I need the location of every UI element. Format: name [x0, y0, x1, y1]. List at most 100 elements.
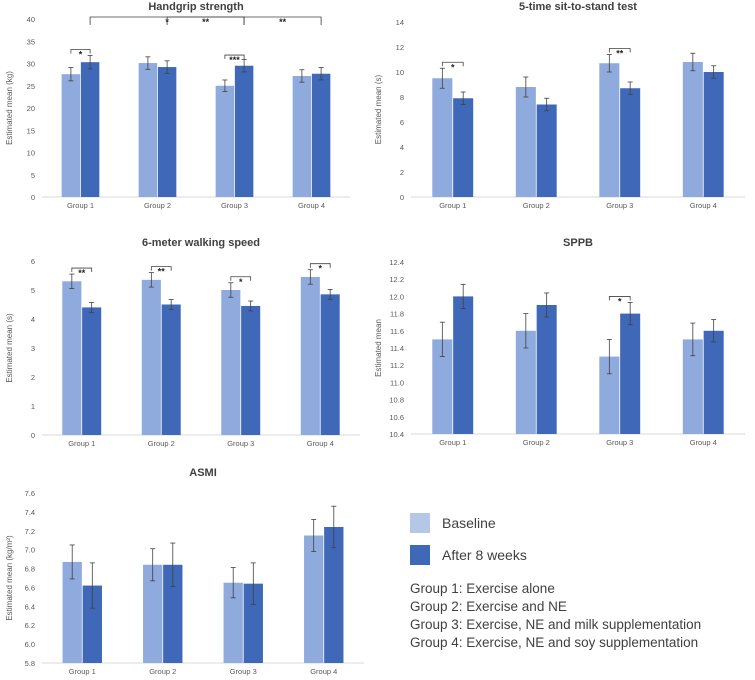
bar-baseline — [215, 85, 235, 197]
x-tick-label: Group 4 — [307, 439, 334, 448]
significance-label: ** — [158, 267, 166, 277]
y-tick-label: 6.0 — [25, 640, 35, 649]
bar-after — [453, 296, 474, 434]
y-tick-label: 0 — [31, 431, 35, 440]
bar-after — [163, 564, 183, 663]
significance-bracket — [608, 48, 631, 53]
significance-label: * — [318, 264, 322, 274]
y-tick-label: 8 — [400, 93, 404, 102]
y-tick-label: 5 — [31, 171, 35, 180]
legend-baseline: Baseline — [410, 512, 750, 534]
bar-baseline — [62, 561, 82, 663]
x-tick-label: Group 1 — [439, 201, 466, 210]
significance-label: * — [451, 62, 455, 72]
x-tick-label: Group 2 — [523, 438, 550, 447]
x-tick-label: Group 1 — [67, 201, 94, 210]
bar-baseline — [432, 78, 453, 197]
legend-label-after: After 8 weeks — [442, 547, 527, 563]
significance-label: *** — [229, 55, 240, 65]
x-tick-label: Group 1 — [69, 667, 96, 676]
y-axis-label: Estimated mean (s) — [5, 313, 14, 383]
significance-label: * — [239, 277, 243, 287]
y-tick-label: 10.8 — [389, 396, 404, 405]
significance-bracket — [224, 54, 245, 60]
significance-bracket — [150, 266, 172, 271]
bar-baseline — [141, 279, 161, 435]
bar-after — [703, 330, 724, 434]
x-tick-label: Group 4 — [298, 201, 325, 210]
bar-after — [620, 88, 641, 197]
x-tick-label: Group 3 — [606, 438, 633, 447]
bar-baseline — [515, 330, 536, 434]
chart-handgrip-strength: Handgrip strength Estimated mean (kg) 0 5 10… — [5, 1, 350, 210]
y-tick-label: 6.8 — [25, 565, 35, 574]
y-tick-label: 0 — [31, 193, 35, 202]
significance-label: ** — [279, 17, 287, 27]
bar-baseline — [223, 582, 243, 663]
y-tick-label: 25 — [27, 82, 35, 91]
legend: Baseline After 8 weeks Group 1: Exercise… — [410, 512, 750, 652]
x-tick-label: Group 4 — [690, 438, 717, 447]
group-note-2: Group 2: Exercise and NE — [410, 599, 567, 614]
x-tick-label: Group 3 — [606, 201, 633, 210]
y-axis-label: Estimated mean (kg) — [5, 71, 14, 145]
bar-after — [703, 72, 724, 197]
y-tick-label: 12 — [396, 43, 404, 52]
y-axis-label: Estimated mean — [374, 319, 383, 377]
chart-title: Handgrip strength — [148, 1, 244, 13]
y-tick-label: 5 — [31, 286, 35, 295]
significance-bracket — [71, 267, 93, 273]
significance-label: * — [618, 296, 622, 306]
group-note-3: Group 3: Exercise, NE and milk supplemen… — [410, 617, 702, 632]
y-tick-label: 11.2 — [390, 361, 404, 370]
y-tick-label: 7.6 — [25, 489, 35, 498]
y-tick-label: 4 — [31, 315, 35, 324]
chart-title: ASMI — [189, 467, 217, 479]
y-tick-label: 12.4 — [389, 258, 404, 267]
x-tick-label: Group 1 — [439, 438, 466, 447]
bar-after — [620, 313, 641, 434]
chart-title: SPPB — [563, 237, 593, 249]
y-tick-label: 40 — [27, 15, 35, 24]
chart-title: 6-meter walking speed — [142, 237, 260, 249]
bar-baseline — [61, 74, 81, 197]
chart-sit-to-stand: 5-time sit-to-stand test Estimated mean (… — [374, 1, 745, 210]
x-tick-label: Group 2 — [148, 439, 175, 448]
y-tick-label: 4 — [400, 143, 404, 152]
chart-asmi: ASMI Estimated mean (kg/m²) 5.8 6.0 6.2 6.4 6.… — [5, 467, 364, 676]
y-tick-label: 30 — [27, 60, 35, 69]
legend-label-baseline: Baseline — [442, 515, 496, 531]
y-tick-label: 6 — [400, 118, 404, 127]
y-tick-label: 5.8 — [25, 659, 35, 668]
bar-baseline — [138, 63, 158, 198]
bar-baseline — [599, 63, 620, 197]
group-note-1: Group 1: Exercise alone — [410, 581, 555, 596]
bar-baseline — [515, 87, 536, 197]
x-tick-label: Group 4 — [310, 667, 337, 676]
y-tick-label: 14 — [396, 18, 404, 27]
x-tick-label: Group 3 — [230, 667, 257, 676]
x-tick-label: Group 4 — [690, 201, 717, 210]
bar-after — [324, 527, 344, 663]
y-tick-label: 2 — [400, 168, 404, 177]
y-tick-label: 35 — [27, 37, 35, 46]
significance-label: ** — [78, 268, 86, 278]
significance-bracket — [309, 263, 331, 268]
significance-label: ** — [616, 49, 624, 59]
y-tick-label: 11.6 — [390, 327, 404, 336]
significance-bracket — [608, 296, 631, 301]
significance-label: * — [79, 49, 83, 59]
legend-after: After 8 weeks — [410, 544, 750, 566]
y-tick-label: 11.0 — [390, 378, 404, 387]
y-axis-label: Estimated mean (kg/m²) — [5, 535, 14, 621]
bar-after — [234, 65, 254, 197]
bar-baseline — [143, 564, 163, 663]
x-tick-label: Group 2 — [144, 201, 171, 210]
y-tick-label: 7.4 — [25, 508, 35, 517]
bar-after — [536, 305, 557, 434]
group-descriptions: Group 1: Exercise alone Group 2: Exercis… — [410, 580, 750, 652]
bar-after — [311, 73, 331, 197]
bar-after — [536, 104, 557, 197]
bar-after — [82, 307, 102, 435]
